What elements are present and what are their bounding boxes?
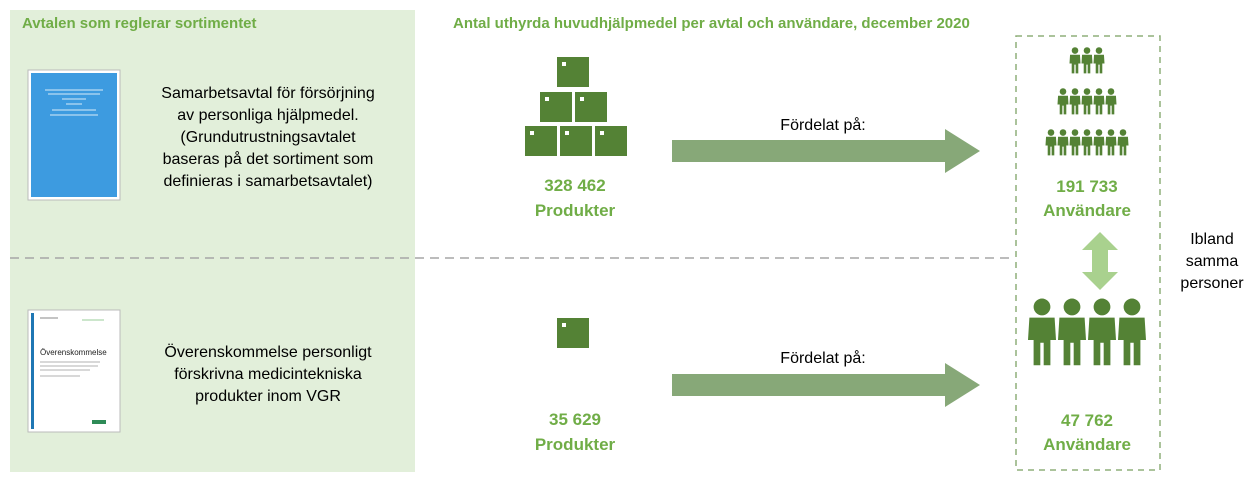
product-label: Produkter (535, 201, 616, 220)
product-label: Produkter (535, 435, 616, 454)
right-header: Antal uthyrda huvudhjälpmedel per avtal … (453, 15, 970, 32)
person-head (1084, 47, 1091, 54)
product-count: 328 462 (544, 176, 605, 195)
document-thumbnail (28, 70, 120, 200)
person-body (1028, 318, 1056, 366)
person-body (1070, 55, 1081, 74)
user-count: 191 733 (1056, 177, 1117, 196)
left-header: Avtalen som reglerar sortimentet (22, 15, 257, 32)
person-head (1084, 129, 1091, 136)
description-line: (Grundutrustningsavtalet (180, 129, 356, 146)
arrow-label: Fördelat på: (780, 116, 865, 134)
person-body (1094, 96, 1105, 115)
infographic: Avtalen som reglerar sortimentet Antal u… (0, 0, 1248, 483)
person-body (1046, 137, 1057, 156)
person-head (1072, 129, 1079, 136)
person-head (1060, 88, 1067, 95)
person-head (1108, 88, 1115, 95)
description-line: baseras på det sortiment som (163, 150, 374, 168)
person-body (1082, 96, 1093, 115)
person-head (1108, 129, 1115, 136)
person-head (1096, 47, 1103, 54)
person-head (1124, 299, 1141, 316)
arrow-label: Fördelat på: (780, 349, 865, 367)
person-body (1070, 96, 1081, 115)
document-page (28, 310, 120, 432)
note-line: personer (1180, 275, 1244, 292)
user-label: Användare (1043, 201, 1131, 220)
person-body (1106, 137, 1117, 156)
person-head (1072, 47, 1079, 54)
person-body (1058, 96, 1069, 115)
document-title: Överenskommelse (40, 348, 107, 357)
note-line: Ibland (1190, 231, 1234, 248)
arrow (672, 129, 980, 173)
description-line: Samarbetsavtal för försörjning (161, 85, 374, 102)
document-cover (31, 73, 117, 197)
document-spine (31, 313, 34, 429)
person-head (1072, 88, 1079, 95)
description-line: av personliga hjälpmedel. (177, 107, 358, 124)
person-head (1096, 88, 1103, 95)
product-count: 35 629 (549, 410, 601, 429)
person-body (1118, 137, 1129, 156)
description-line: Överenskommelse personligt (164, 343, 372, 361)
document-thumbnail: Överenskommelse (28, 310, 120, 432)
person-head (1120, 129, 1127, 136)
person-head (1060, 129, 1067, 136)
person-body (1082, 137, 1093, 156)
note-line: samma (1186, 253, 1239, 270)
person-head (1034, 299, 1051, 316)
person-head (1064, 299, 1081, 316)
description-line: förskrivna medicintekniska (174, 366, 362, 383)
person-head (1096, 129, 1103, 136)
description-line: produkter inom VGR (195, 388, 341, 405)
person-body (1058, 137, 1069, 156)
person-head (1048, 129, 1055, 136)
user-count: 47 762 (1061, 411, 1113, 430)
person-body (1070, 137, 1081, 156)
double-arrow (1082, 232, 1118, 290)
person-body (1088, 318, 1116, 366)
user-label: Användare (1043, 435, 1131, 454)
person-body (1118, 318, 1146, 366)
person-body (1082, 55, 1093, 74)
person-body (1106, 96, 1117, 115)
person-body (1058, 318, 1086, 366)
arrow (672, 363, 980, 407)
description-line: definieras i samarbetsavtalet) (164, 173, 373, 190)
person-head (1084, 88, 1091, 95)
person-body (1094, 137, 1105, 156)
person-head (1094, 299, 1111, 316)
person-body (1094, 55, 1105, 74)
